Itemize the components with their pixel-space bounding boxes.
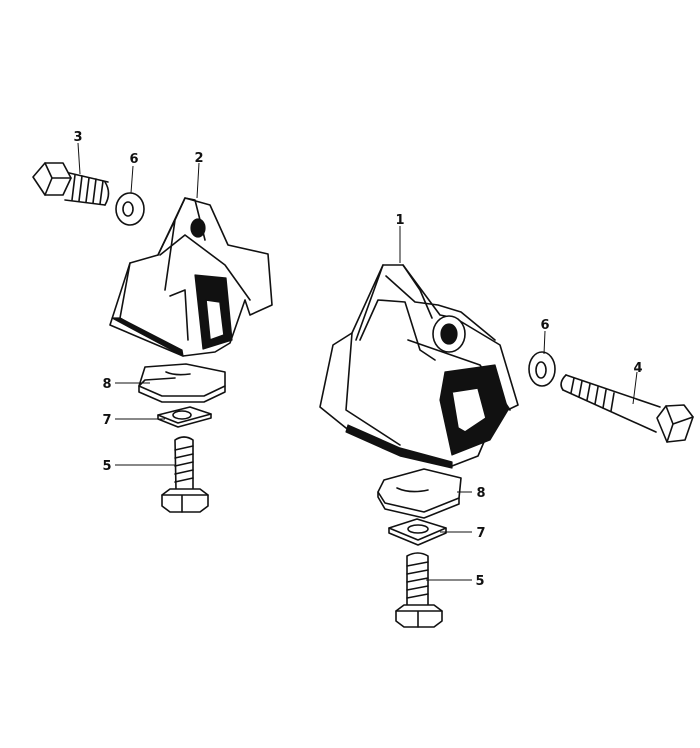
- callout-5-right: 5: [475, 574, 484, 589]
- hex-bolt-short-left: [161, 436, 209, 513]
- callout-2: 2: [194, 151, 203, 166]
- leader-lines: [77, 142, 638, 581]
- slotted-shim-right: [377, 468, 462, 519]
- callout-7-left: 7: [102, 413, 111, 428]
- callout-7-right: 7: [476, 526, 485, 541]
- callout-8-left: 8: [102, 377, 111, 392]
- engine-mount-left: [109, 197, 273, 357]
- washer-left: [115, 192, 145, 226]
- callout-8-right: 8: [476, 486, 485, 501]
- square-washer-left: [157, 406, 212, 428]
- hex-bolt-long-right: [560, 374, 694, 443]
- engine-mount-right: [319, 264, 519, 469]
- callout-6-right: 6: [540, 318, 549, 333]
- callout-4: 4: [633, 361, 642, 376]
- callout-5-left: 5: [102, 459, 111, 474]
- hex-bolt-long-left: [32, 162, 110, 206]
- square-washer-right: [388, 518, 447, 546]
- washer-right: [528, 351, 556, 387]
- callout-1: 1: [395, 213, 404, 228]
- slotted-shim-left: [138, 363, 226, 403]
- callout-6-left: 6: [129, 152, 138, 167]
- hex-bolt-short-right: [395, 552, 443, 628]
- callout-3: 3: [73, 130, 82, 145]
